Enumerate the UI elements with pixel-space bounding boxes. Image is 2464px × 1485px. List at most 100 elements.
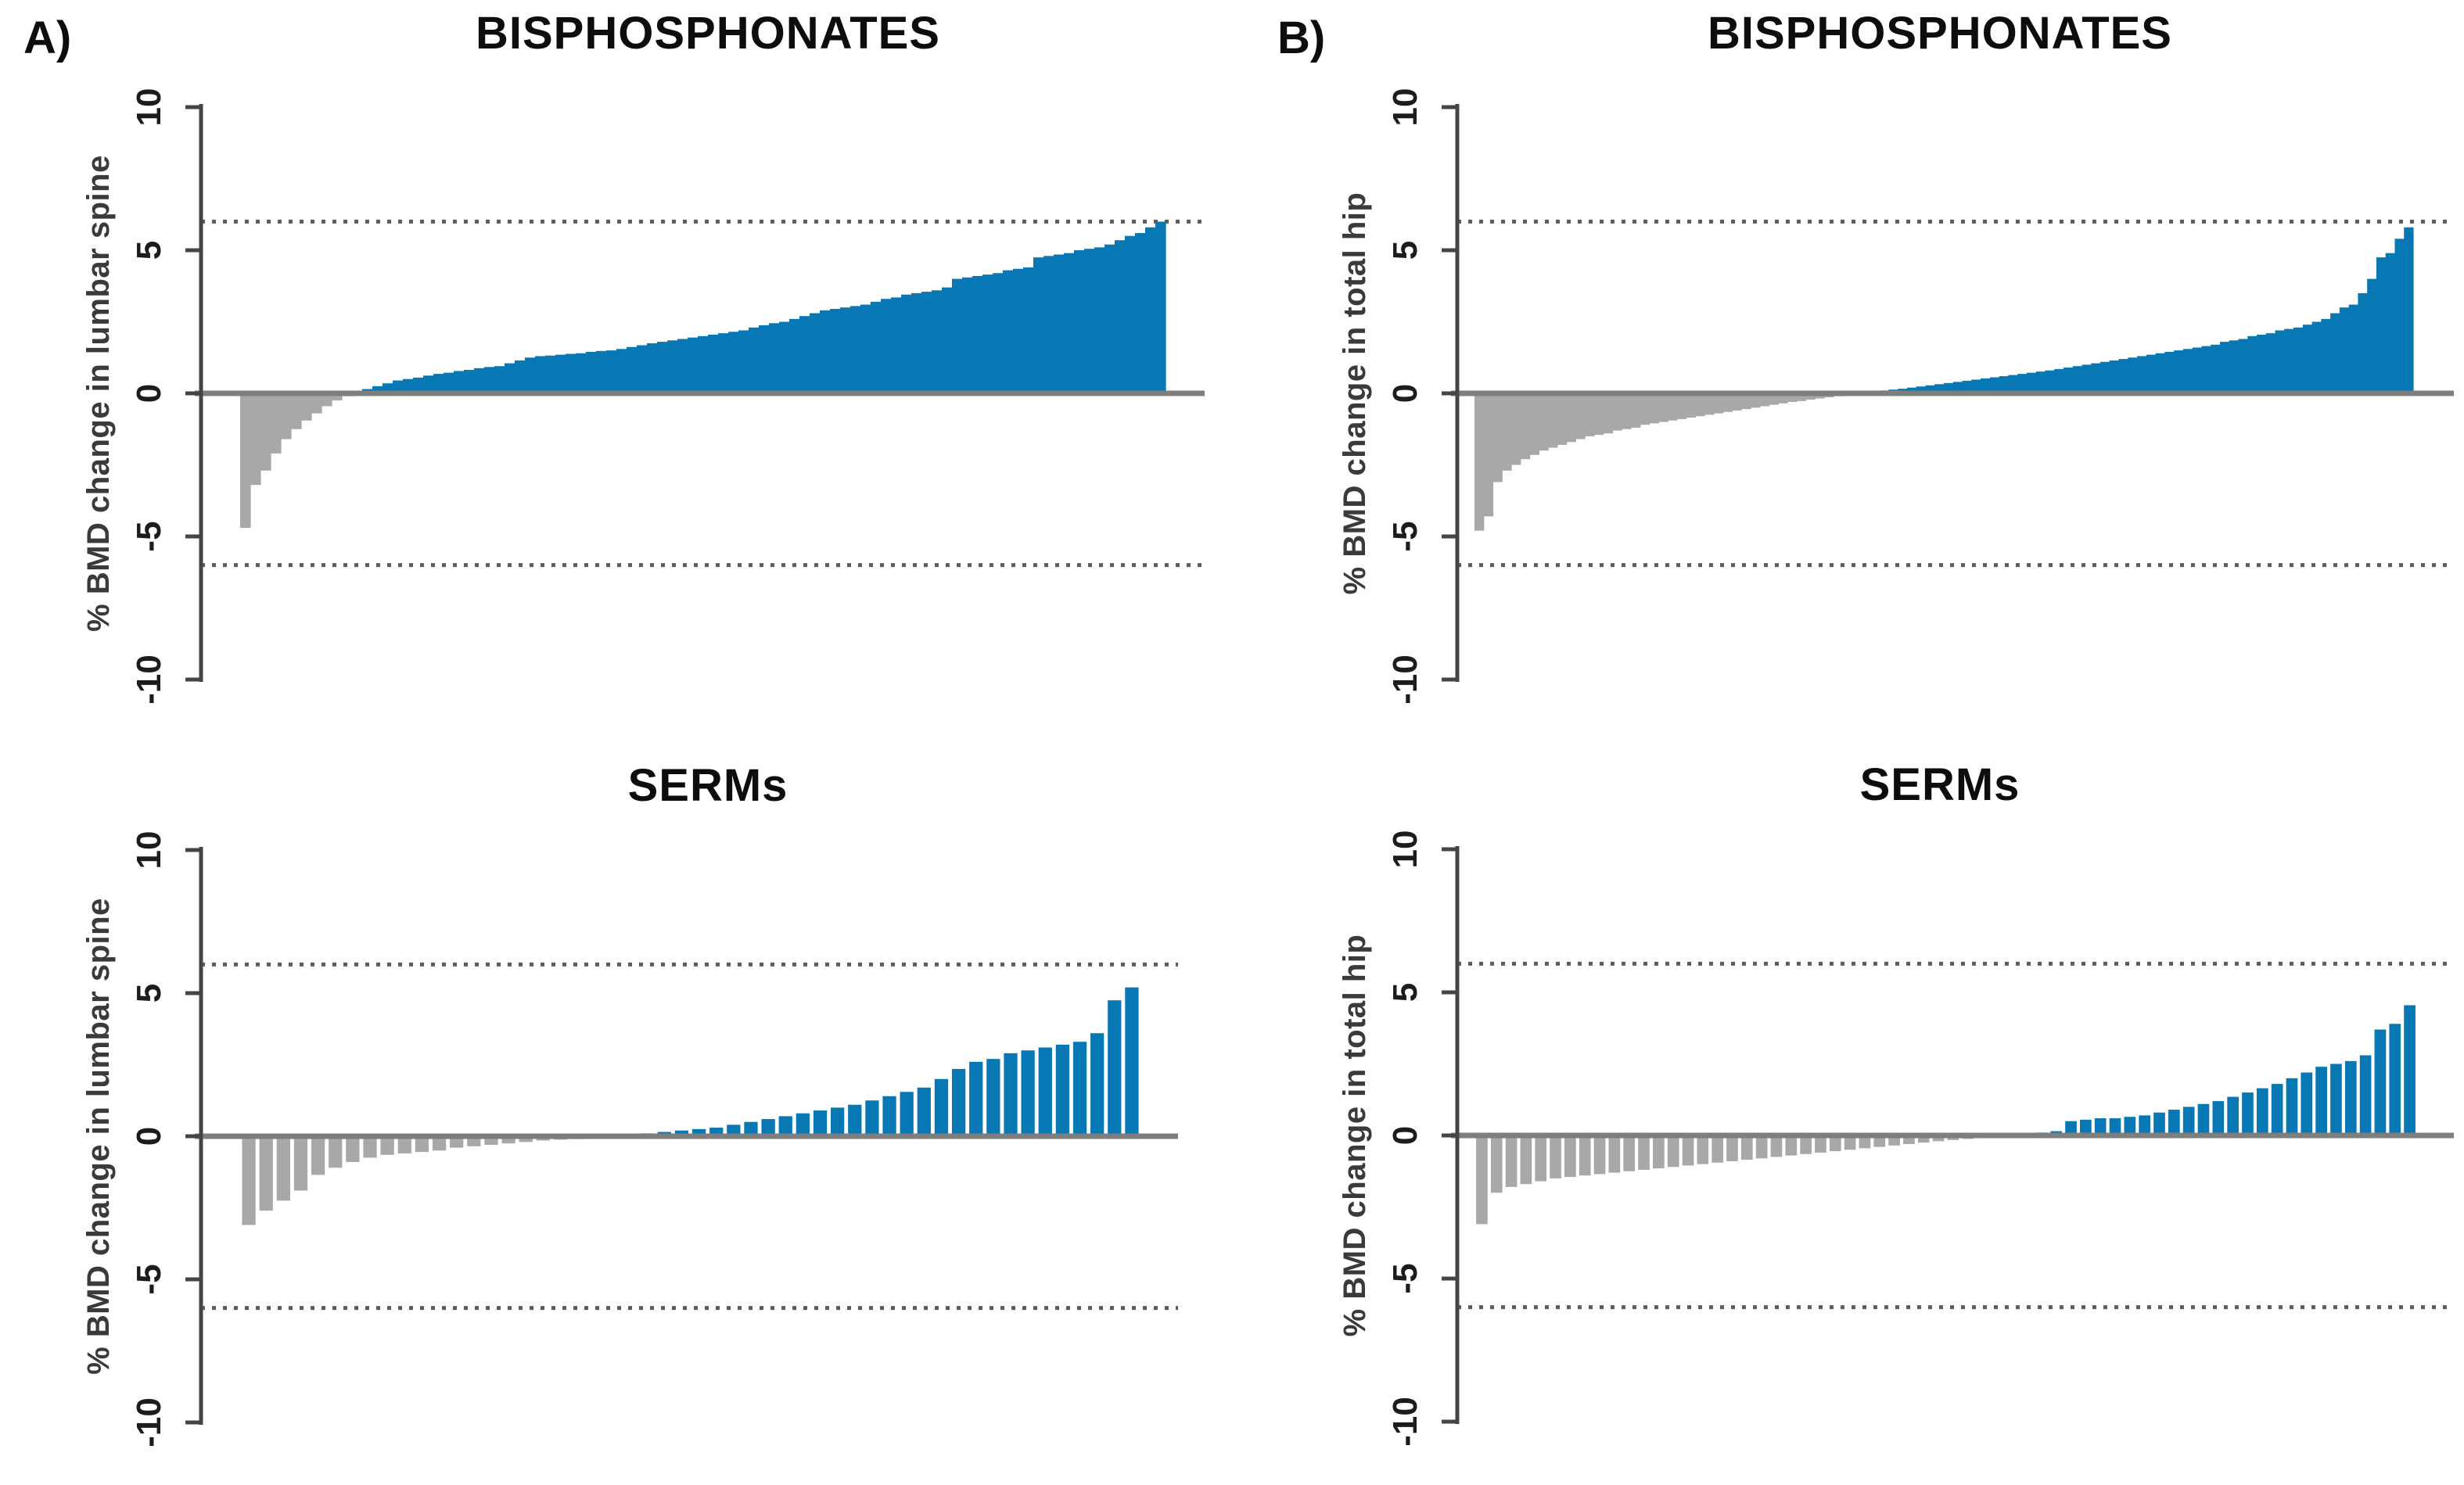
bar-positive xyxy=(403,378,414,393)
bar-negative xyxy=(1557,393,1568,445)
bar-positive xyxy=(1004,1053,1018,1136)
bar-positive xyxy=(1155,221,1166,393)
bar-negative xyxy=(380,1136,394,1155)
chart-title: BISPHOSPHONATES xyxy=(475,8,940,59)
bar-negative xyxy=(291,393,302,429)
bar-negative xyxy=(501,1136,515,1144)
bar-positive xyxy=(2164,351,2175,393)
bar-positive xyxy=(1952,382,1963,393)
bar-negative xyxy=(1529,393,1539,455)
bar-positive xyxy=(2359,1055,2372,1135)
bar-negative xyxy=(1704,393,1715,415)
bar-positive xyxy=(698,335,709,393)
bar-negative xyxy=(311,393,322,414)
bar-positive xyxy=(2271,1084,2283,1135)
bar-positive xyxy=(2054,368,2064,393)
bar-positive xyxy=(778,1116,792,1136)
bar-positive xyxy=(2321,318,2331,393)
bar-positive xyxy=(2394,239,2405,393)
bar-positive xyxy=(535,356,546,393)
bar-negative xyxy=(1667,1135,1679,1168)
bar-negative xyxy=(1511,393,1521,465)
bar-negative xyxy=(250,393,261,486)
bar-positive xyxy=(796,1113,810,1136)
y-tick-label: -5 xyxy=(1386,521,1424,551)
waterfall-plot: 10 5 0 -5 -10 % BMD change in total hip xyxy=(1338,830,2454,1447)
bar-positive xyxy=(637,345,648,393)
bar-positive xyxy=(2330,1064,2342,1135)
y-tick-label: -10 xyxy=(1386,1397,1424,1447)
bar-positive xyxy=(2219,342,2230,393)
waterfall-plot: 10 5 0 -5 -10 % BMD change in lumbar spine xyxy=(81,831,1178,1447)
bar-positive xyxy=(2227,1096,2239,1135)
bar-positive xyxy=(2081,364,2092,393)
chart-title: SERMs xyxy=(627,760,788,811)
bar-positive xyxy=(921,292,932,393)
bar-positive xyxy=(865,1100,879,1136)
bar-positive xyxy=(2211,344,2221,393)
bar-positive xyxy=(891,297,902,393)
waterfall-plot: 10 5 0 -5 -10 % BMD change in total hip xyxy=(1338,88,2454,705)
bar-positive xyxy=(951,1068,966,1136)
bar-negative xyxy=(1575,393,1586,439)
bar-positive xyxy=(831,1107,845,1136)
bar-positive xyxy=(728,332,739,393)
y-tick-label: -5 xyxy=(1386,1263,1424,1293)
bar-positive xyxy=(2072,366,2083,393)
bar-positive xyxy=(982,274,993,393)
bar-positive xyxy=(1145,227,1156,393)
bar-positive xyxy=(2182,1107,2195,1135)
bar-positive xyxy=(942,287,953,393)
bar-positive xyxy=(2201,346,2211,393)
bar-negative xyxy=(1873,1135,1886,1147)
bar-negative xyxy=(240,393,251,529)
bar-positive xyxy=(2155,353,2165,393)
bar-positive xyxy=(1023,267,1034,393)
bar-positive xyxy=(433,374,444,393)
bar-negative xyxy=(1796,393,1807,401)
bar-positive xyxy=(586,351,597,393)
bar-positive xyxy=(576,353,587,393)
bar-positive xyxy=(917,1087,931,1136)
bar-negative xyxy=(332,393,343,401)
bar-positive xyxy=(744,1121,758,1136)
bar-positive xyxy=(1125,987,1139,1136)
bar-negative xyxy=(1505,1135,1518,1187)
bar-positive xyxy=(2094,1118,2107,1135)
bar-positive xyxy=(2212,1101,2225,1135)
bar-positive xyxy=(810,313,821,393)
bar-positive xyxy=(882,1096,896,1136)
bar-positive xyxy=(2256,1088,2268,1135)
bar-negative xyxy=(1755,1135,1768,1159)
bar-positive xyxy=(2247,335,2257,393)
bar-positive xyxy=(484,367,495,393)
bar-positive xyxy=(1013,268,1024,393)
bar-positive xyxy=(1090,1033,1104,1136)
y-axis-title: % BMD change in lumbar spine xyxy=(81,898,116,1375)
bar-positive xyxy=(1906,387,1917,393)
bar-positive xyxy=(2265,333,2276,393)
bar-positive xyxy=(545,355,556,393)
bar-positive xyxy=(1064,253,1075,393)
bar-positive xyxy=(759,325,770,393)
bar-negative xyxy=(484,1136,498,1145)
bar-positive xyxy=(464,369,475,393)
y-tick-label: 5 xyxy=(1386,983,1424,1002)
panel-label-b: B) xyxy=(1277,13,1326,63)
bar-positive xyxy=(566,353,576,393)
bar-positive xyxy=(1115,240,1126,393)
bar-positive xyxy=(677,339,688,393)
y-tick-label: 10 xyxy=(130,88,168,127)
bar-positive xyxy=(932,290,943,393)
bar-positive xyxy=(2275,330,2285,393)
bar-negative xyxy=(1668,393,1678,421)
bar-negative xyxy=(1932,1135,1945,1142)
y-tick-label: -5 xyxy=(130,521,168,551)
bar-positive xyxy=(2330,313,2340,393)
bar-negative xyxy=(346,1136,360,1162)
bar-negative xyxy=(1653,1135,1665,1169)
bar-negative xyxy=(1682,1135,1694,1166)
bar-positive xyxy=(525,357,536,393)
bar-positive xyxy=(2197,1103,2210,1135)
bar-negative xyxy=(1750,393,1761,408)
